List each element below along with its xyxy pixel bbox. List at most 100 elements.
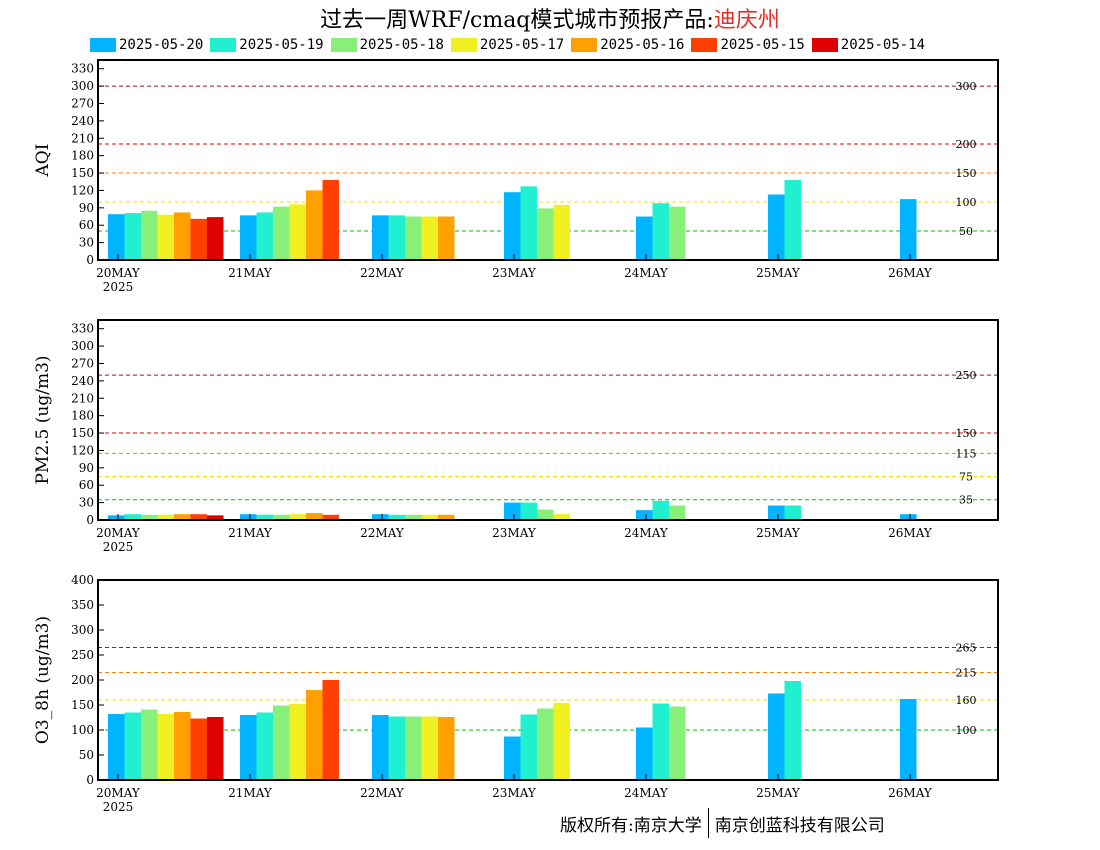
y-tick-label: 210 <box>71 131 94 145</box>
y-tick-label: 180 <box>71 409 94 423</box>
bar <box>438 717 455 780</box>
bar <box>405 514 422 520</box>
y-tick-label: 400 <box>71 573 94 587</box>
x-tick-label: 22MAY <box>360 526 405 540</box>
legend-swatch <box>571 38 598 52</box>
y-tick-label: 180 <box>71 149 94 163</box>
x-tick-label: 26MAY <box>888 266 933 280</box>
bar <box>289 514 306 520</box>
y-tick-label: 270 <box>71 96 94 110</box>
bar <box>207 515 224 520</box>
bar <box>900 514 917 520</box>
y-tick-label: 30 <box>79 496 94 510</box>
bar <box>207 217 224 260</box>
bar <box>174 712 191 780</box>
legend-label: 2025-05-20 <box>119 37 204 53</box>
y-tick-label: 30 <box>79 236 94 250</box>
legend-item: 2025-05-16 <box>571 37 684 53</box>
bar <box>636 727 653 780</box>
bar <box>768 194 785 260</box>
footer-company: 南京创蓝科技有限公司 <box>714 815 885 836</box>
bar <box>388 514 405 520</box>
legend-swatch <box>330 38 357 52</box>
y-tick-label: 0 <box>86 773 94 787</box>
bar <box>141 210 158 260</box>
y-tick-label: 150 <box>71 698 94 712</box>
bar <box>124 712 141 780</box>
bar <box>322 514 339 520</box>
bar <box>306 513 323 520</box>
bar <box>768 693 785 780</box>
legend-item: 2025-05-14 <box>811 37 925 53</box>
reference-line-label: 100 <box>956 196 977 209</box>
bar <box>421 716 438 780</box>
bar <box>405 216 422 260</box>
bar <box>520 186 537 260</box>
legend-swatch <box>450 38 477 52</box>
bar <box>306 690 323 780</box>
y-tick-label: 300 <box>71 623 94 637</box>
bar <box>108 214 125 260</box>
bar <box>273 514 290 520</box>
legend-label: 2025-05-16 <box>600 37 685 53</box>
reference-line-label: 200 <box>956 138 977 151</box>
bar <box>669 706 686 780</box>
bar <box>520 714 537 780</box>
x-tick-label: 26MAY <box>888 786 933 800</box>
bar <box>636 216 653 260</box>
bar <box>256 712 273 780</box>
reference-line-label: 100 <box>956 724 977 737</box>
bar <box>388 716 405 780</box>
bar <box>240 215 257 260</box>
legend-swatch <box>210 38 237 52</box>
bar <box>784 180 801 260</box>
bar <box>157 514 174 520</box>
title-city: 迪庆州 <box>713 8 780 33</box>
bar <box>322 680 339 780</box>
bar <box>174 212 191 260</box>
reference-line-label: 50 <box>959 225 973 238</box>
bar <box>504 192 521 260</box>
reference-line-label: 250 <box>956 369 977 382</box>
x-tick-label: 25MAY <box>756 786 801 800</box>
bar <box>190 218 207 260</box>
bar <box>537 208 554 260</box>
legend-label: 2025-05-15 <box>720 37 805 53</box>
legend-item: 2025-05-20 <box>90 37 203 53</box>
bar <box>108 714 125 780</box>
reference-line-label: 215 <box>956 667 977 680</box>
bar <box>504 502 521 520</box>
y-axis-label: PM2.5 (ug/m3) <box>33 355 53 484</box>
legend-swatch <box>90 38 116 52</box>
y-tick-label: 0 <box>86 513 94 527</box>
y-axis-label: O3_8h (ug/m3) <box>33 616 53 744</box>
bar <box>372 514 389 520</box>
legend-label: 2025-05-19 <box>239 37 324 53</box>
bar <box>190 514 207 520</box>
bar <box>421 514 438 520</box>
y-tick-label: 240 <box>71 114 94 128</box>
x-tick-label: 24MAY <box>624 266 669 280</box>
y-tick-label: 120 <box>71 183 94 197</box>
bar <box>669 505 686 520</box>
bar <box>900 199 917 260</box>
x-tick-label: 25MAY <box>756 526 801 540</box>
bar <box>124 213 141 260</box>
legend-item: 2025-05-17 <box>450 37 564 53</box>
x-tick-label: 24MAY <box>624 526 669 540</box>
x-tick-label: 20MAY <box>96 266 141 280</box>
x-year-label: 2025 <box>103 540 134 554</box>
legend-item: 2025-05-19 <box>210 37 324 53</box>
x-tick-label: 23MAY <box>492 786 537 800</box>
y-tick-label: 90 <box>79 201 94 215</box>
y-tick-label: 90 <box>79 461 94 475</box>
bar <box>141 709 158 780</box>
bar <box>388 215 405 260</box>
bar <box>289 204 306 260</box>
reference-line-label: 300 <box>956 80 977 93</box>
y-tick-label: 120 <box>71 443 94 457</box>
legend-label: 2025-05-18 <box>359 37 444 53</box>
bar <box>256 212 273 260</box>
bar <box>405 716 422 780</box>
bar <box>636 510 653 520</box>
